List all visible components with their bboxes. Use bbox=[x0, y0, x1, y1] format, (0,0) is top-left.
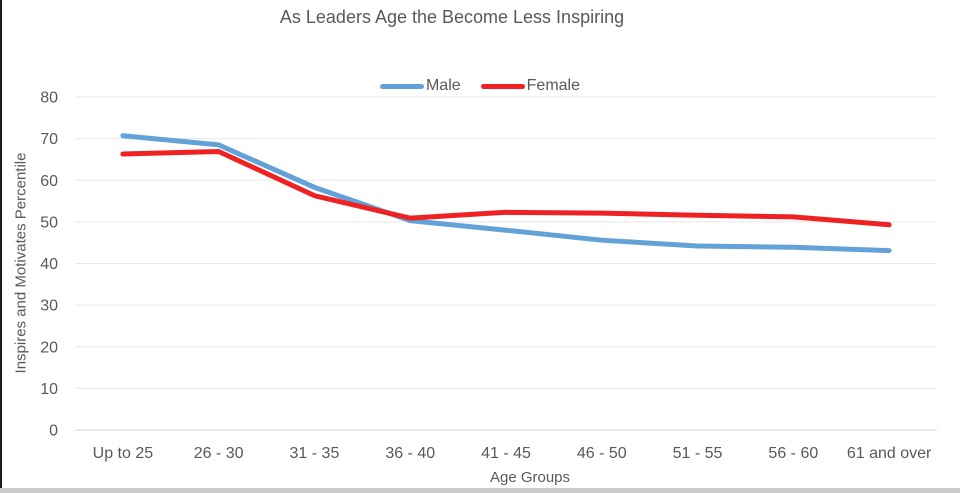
female-line-swatch-icon bbox=[480, 83, 525, 89]
x-category-label: 46 - 50 bbox=[577, 445, 627, 462]
y-tick-label: 0 bbox=[49, 423, 58, 440]
legend-label-male: Male bbox=[425, 77, 461, 94]
legend-label-female: Female bbox=[526, 77, 581, 94]
y-tick-label: 30 bbox=[40, 298, 58, 315]
chart-title: As Leaders Age the Become Less Inspiring bbox=[279, 7, 625, 27]
y-tick-label: 80 bbox=[40, 90, 58, 107]
male-line-swatch-icon bbox=[379, 83, 424, 89]
male-series-line bbox=[120, 133, 892, 254]
y-tick-label: 40 bbox=[40, 256, 58, 273]
x-category-label: 41 - 45 bbox=[481, 445, 531, 462]
y-tick-label: 10 bbox=[40, 381, 58, 398]
y-tick-label: 70 bbox=[40, 131, 58, 148]
female-series-line bbox=[120, 149, 892, 228]
y-tick-label: 50 bbox=[40, 214, 58, 231]
x-category-label: 26 - 30 bbox=[194, 445, 244, 462]
legend-item-female: Female bbox=[480, 77, 581, 95]
screenshot-bottom-edge bbox=[0, 488, 960, 493]
chart-legend: Male Female bbox=[0, 77, 960, 95]
legend-item-male: Male bbox=[379, 77, 461, 95]
x-category-label: Up to 25 bbox=[93, 445, 154, 462]
x-category-label: 31 - 35 bbox=[290, 445, 340, 462]
y-tick-label: 20 bbox=[40, 339, 58, 356]
x-category-label: 61 and over bbox=[847, 445, 932, 462]
screenshot-left-edge bbox=[0, 0, 2, 493]
x-category-label: 36 - 40 bbox=[385, 445, 435, 462]
x-axis-title: Age Groups bbox=[489, 469, 571, 486]
x-category-label: 56 - 60 bbox=[768, 445, 818, 462]
x-category-label: 51 - 55 bbox=[673, 445, 723, 462]
y-tick-label: 60 bbox=[40, 173, 58, 190]
